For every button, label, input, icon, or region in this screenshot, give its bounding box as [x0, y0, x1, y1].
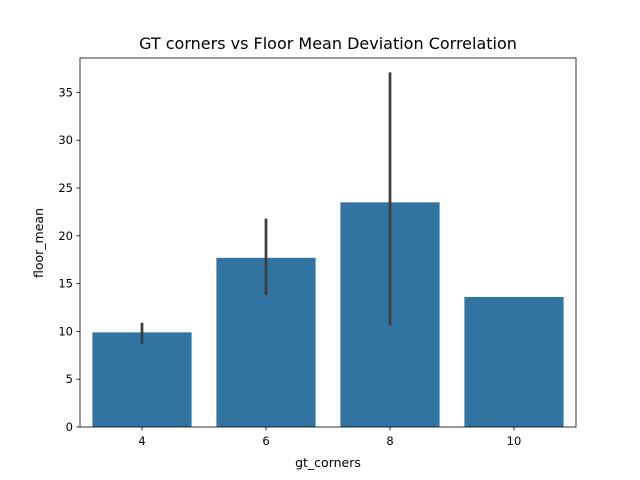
bar-10: [464, 296, 564, 427]
y-axis-label: floor_mean: [31, 208, 46, 278]
y-tick-label-0: 0: [66, 420, 73, 434]
y-tick-label-5: 5: [66, 372, 73, 386]
x-tick-label-4: 4: [138, 434, 145, 448]
y-tick-label-15: 15: [58, 277, 73, 291]
y-tick-label-30: 30: [58, 133, 73, 147]
y-tick-label-35: 35: [58, 85, 73, 99]
x-axis-label: gt_corners: [295, 455, 361, 470]
axes-frame: [79, 57, 577, 428]
plot-area: 0 5 10 15 20 25 30 35 4 6 8 10: [58, 57, 577, 448]
chart-title: GT corners vs Floor Mean Deviation Corre…: [139, 34, 517, 53]
x-tick-label-8: 8: [386, 434, 393, 448]
y-tick-label-10: 10: [58, 324, 73, 338]
x-tick-label-6: 6: [262, 434, 269, 448]
y-tick-label-25: 25: [58, 181, 73, 195]
x-tick-label-10: 10: [507, 434, 522, 448]
bar-4: [92, 332, 192, 427]
y-tick-label-20: 20: [58, 229, 73, 243]
